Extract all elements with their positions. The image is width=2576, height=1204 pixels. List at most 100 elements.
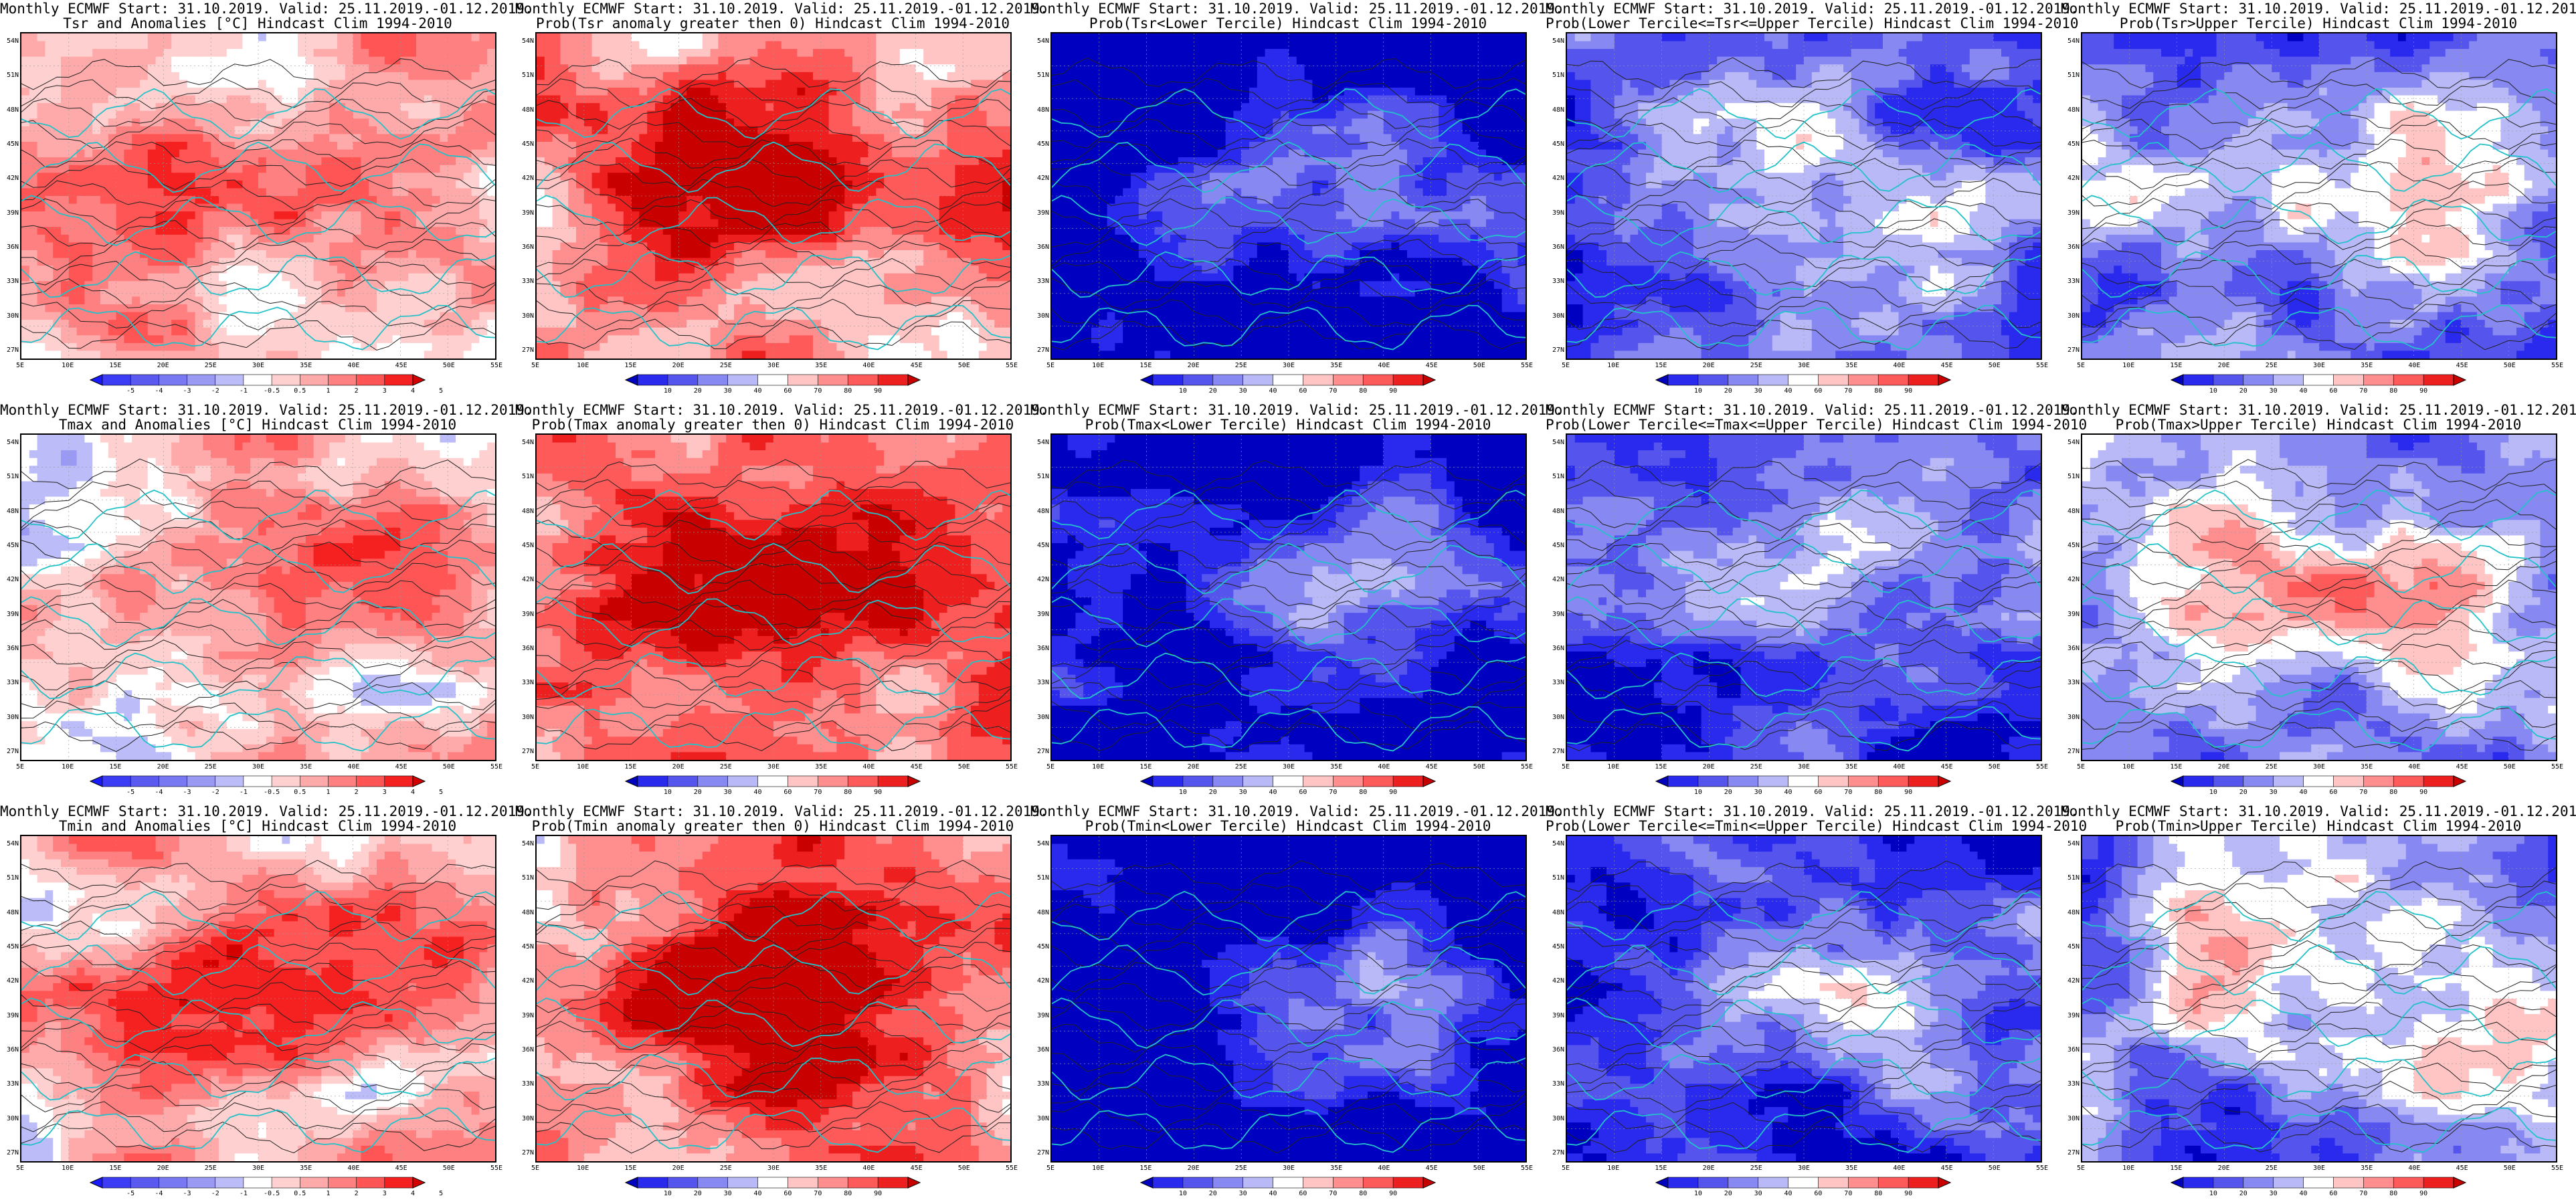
lon-tick-label: 50E — [1473, 363, 1485, 369]
colorbar — [624, 374, 921, 386]
lat-tick-label: 48N — [517, 508, 534, 515]
lon-tick-label: 40E — [347, 1165, 359, 1172]
map-panel-tsr-1: Monthly ECMWF Start: 31.10.2019. Valid: … — [0, 0, 533, 401]
colorbar — [1139, 374, 1437, 386]
colorbar — [89, 775, 426, 787]
panel-title: Monthly ECMWF Start: 31.10.2019. Valid: … — [2061, 1, 2576, 16]
lat-tick-label: 36N — [517, 1047, 534, 1054]
map-plot — [2081, 32, 2557, 360]
lat-tick-label: 36N — [1547, 645, 1564, 652]
colorbar-label: 30 — [1754, 388, 1762, 395]
lon-tick-label: 25E — [1235, 363, 1247, 369]
colorbar-label: 4 — [411, 388, 415, 395]
colorbar-label: 60 — [2329, 789, 2337, 796]
lat-tick-label: 45N — [1547, 944, 1564, 950]
colorbar-label: 20 — [694, 789, 702, 796]
colorbar-label: 60 — [1299, 789, 1307, 796]
colorbar-label: 90 — [1389, 789, 1397, 796]
panel-title: Monthly ECMWF Start: 31.10.2019. Valid: … — [515, 403, 1048, 417]
colorbar-label: 20 — [694, 1191, 702, 1197]
lon-tick-label: 10E — [62, 764, 74, 771]
lon-tick-label: 45E — [911, 764, 923, 771]
panel-subtitle: Prob(Tsr anomaly greater then 0) Hindcas… — [515, 16, 1030, 31]
panel-title: Monthly ECMWF Start: 31.10.2019. Valid: … — [1030, 804, 1564, 819]
lat-tick-label: 27N — [1, 748, 19, 755]
colorbar-label: 90 — [1904, 789, 1912, 796]
lon-tick-label: 50E — [2504, 764, 2516, 771]
lat-tick-label: 27N — [517, 748, 534, 755]
lat-tick-label: 30N — [517, 1115, 534, 1122]
lat-tick-label: 30N — [517, 714, 534, 721]
colorbar-label: 70 — [2359, 789, 2367, 796]
colorbar-label: 20 — [1209, 388, 1217, 395]
colorbar — [1655, 374, 1952, 386]
lon-tick-label: 10E — [577, 1165, 589, 1172]
panel-subtitle: Prob(Tmin>Upper Tercile) Hindcast Clim 1… — [2061, 819, 2576, 833]
lat-tick-label: 39N — [1, 611, 19, 618]
lon-tick-label: 30E — [252, 363, 264, 369]
lat-tick-label: 51N — [1, 875, 19, 882]
lat-tick-label: 51N — [2062, 474, 2080, 480]
lat-tick-label: 48N — [1032, 909, 1049, 916]
colorbar-label: 90 — [2419, 388, 2427, 395]
colorbar-label: 20 — [1724, 388, 1732, 395]
lon-tick-label: 45E — [395, 363, 407, 369]
lat-tick-label: 51N — [2062, 875, 2080, 882]
colorbar-label: 10 — [2209, 388, 2217, 395]
lon-tick-label: 55E — [2551, 764, 2563, 771]
colorbar-label: 1 — [326, 388, 330, 395]
map-panel-tmin-3: Monthly ECMWF Start: 31.10.2019. Valid: … — [1030, 803, 1564, 1204]
lon-tick-label: 40E — [862, 1165, 875, 1172]
colorbar-label: 30 — [1754, 1191, 1762, 1197]
colorbar-label: 30 — [2270, 388, 2278, 395]
lon-tick-label: 55E — [1521, 764, 1533, 771]
map-panel-tsr-3: Monthly ECMWF Start: 31.10.2019. Valid: … — [1030, 0, 1564, 401]
map-panel-tsr-4: Monthly ECMWF Start: 31.10.2019. Valid: … — [1546, 0, 2079, 401]
colorbar-label: 80 — [1874, 388, 1882, 395]
colorbar-label: 2 — [355, 1191, 359, 1197]
lat-tick-label: 45N — [517, 542, 534, 549]
lon-tick-label: 15E — [624, 764, 636, 771]
lon-tick-label: 50E — [443, 1165, 455, 1172]
lon-tick-label: 55E — [2551, 1165, 2563, 1172]
colorbar-label: 10 — [1694, 789, 1702, 796]
lon-tick-label: 55E — [490, 764, 502, 771]
colorbar-label: 40 — [1784, 388, 1792, 395]
lat-tick-label: 54N — [517, 38, 534, 45]
lat-tick-label: 33N — [1547, 1081, 1564, 1088]
colorbar — [89, 374, 426, 386]
colorbar-label: 20 — [2239, 789, 2247, 796]
colorbar-label: -3 — [183, 789, 191, 796]
lon-tick-label: 35E — [1845, 363, 1857, 369]
lon-tick-label: 35E — [2361, 1165, 2373, 1172]
colorbar-label: 80 — [2389, 388, 2397, 395]
colorbar-label: -4 — [155, 789, 163, 796]
lon-tick-label: 5E — [1046, 1165, 1054, 1172]
colorbar-label: 70 — [2359, 1191, 2367, 1197]
map-plot — [2081, 433, 2557, 761]
colorbar-label: -4 — [155, 1191, 163, 1197]
colorbar-label: 0.5 — [294, 388, 306, 395]
colorbar-label: 20 — [1724, 789, 1732, 796]
colorbar-label: 20 — [1724, 1191, 1732, 1197]
colorbar-label: 40 — [1269, 1191, 1277, 1197]
lat-tick-label: 42N — [517, 175, 534, 182]
map-plot — [535, 32, 1012, 360]
lon-tick-label: 5E — [16, 764, 24, 771]
colorbar — [2170, 1177, 2467, 1189]
lon-tick-label: 25E — [2266, 764, 2278, 771]
colorbar-label: 90 — [874, 1191, 882, 1197]
map-plot — [1050, 835, 1527, 1163]
lon-tick-label: 15E — [1655, 1165, 1667, 1172]
lon-tick-label: 30E — [2313, 1165, 2325, 1172]
lon-tick-label: 15E — [624, 1165, 636, 1172]
lon-tick-label: 35E — [1845, 1165, 1857, 1172]
colorbar — [1139, 775, 1437, 787]
colorbar-label: 10 — [2209, 789, 2217, 796]
colorbar-label: 3 — [383, 1191, 387, 1197]
lon-tick-label: 25E — [205, 1165, 217, 1172]
colorbar — [1139, 1177, 1437, 1189]
lon-tick-label: 40E — [2408, 1165, 2420, 1172]
panel-title: Monthly ECMWF Start: 31.10.2019. Valid: … — [2061, 804, 2576, 819]
map-plot — [535, 433, 1012, 761]
